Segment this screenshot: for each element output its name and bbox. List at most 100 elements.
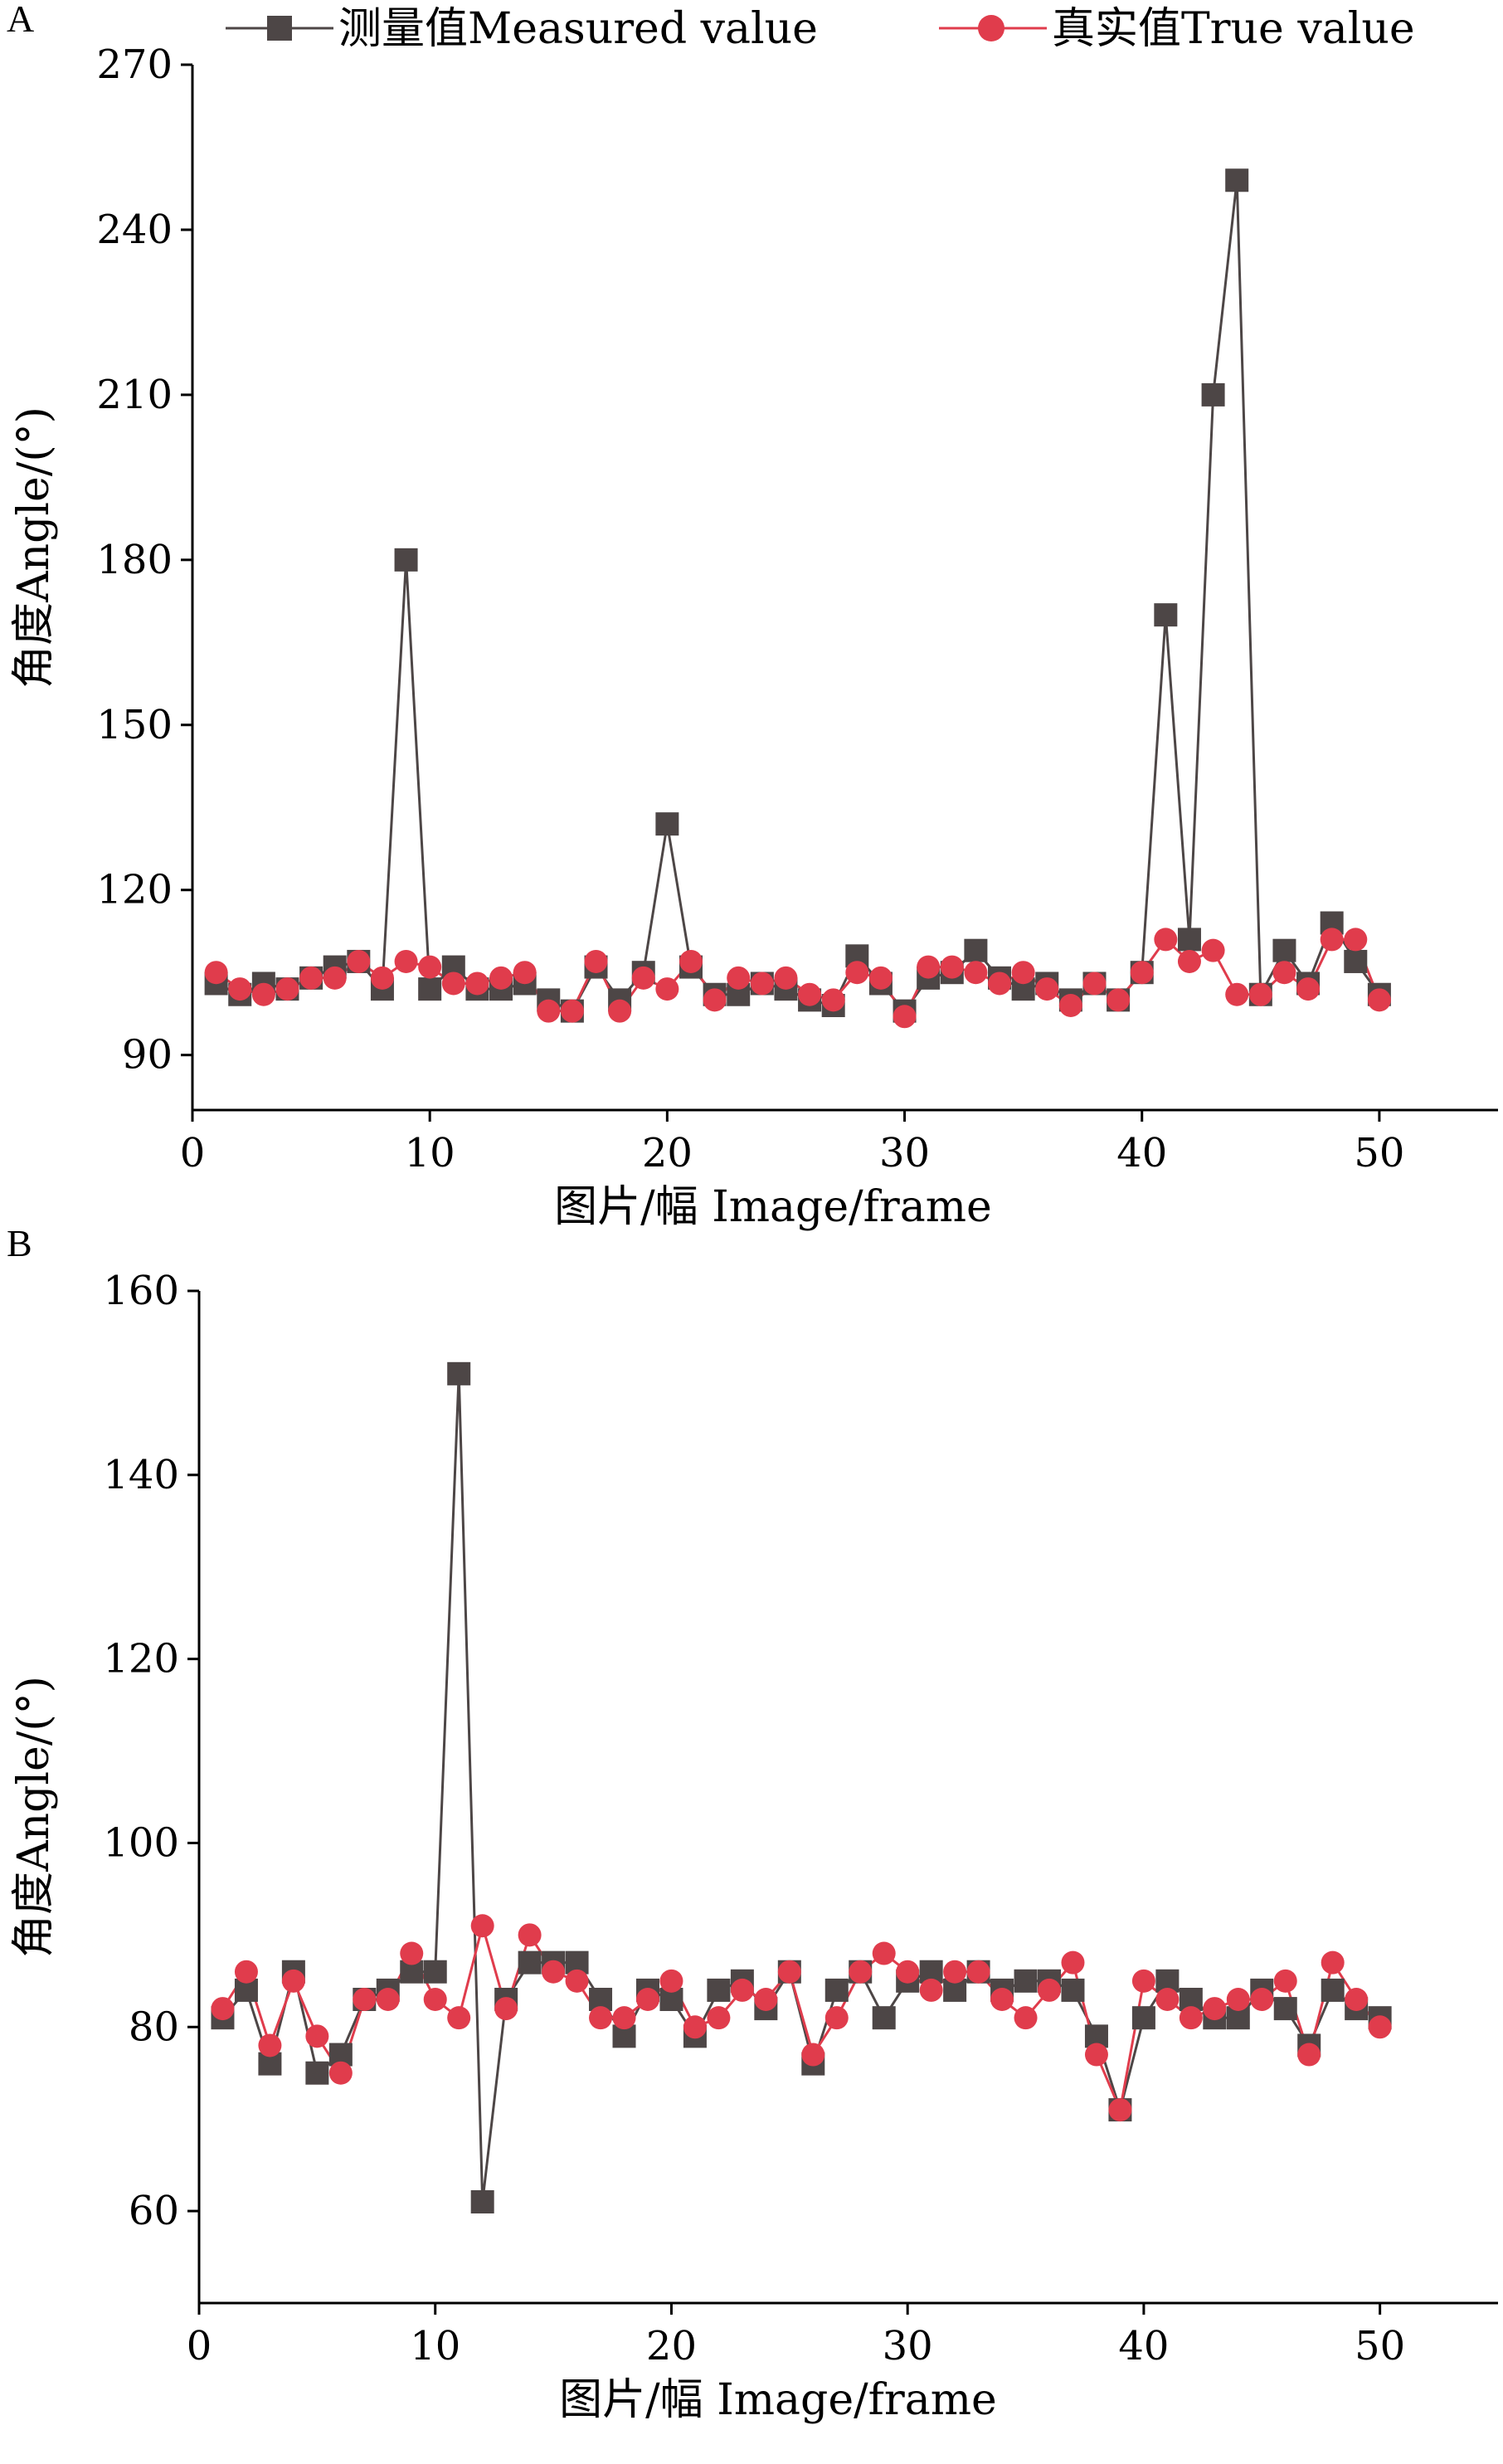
panel-a-label: A [7, 0, 34, 40]
point-true-b [1155, 1988, 1180, 2011]
point-true-a [584, 949, 608, 973]
x-tick-label-a: 10 [405, 1130, 455, 1176]
point-true-a [513, 961, 537, 985]
point-true-b [1084, 2043, 1108, 2067]
point-true-b [943, 1960, 967, 1984]
point-true-b [542, 1960, 566, 1984]
point-measured-b [707, 1978, 731, 2002]
point-measured-a [1154, 603, 1178, 627]
y-tick-label-a: 210 [96, 372, 173, 418]
y-tick-label-b: 60 [129, 2188, 179, 2234]
point-measured-a [964, 938, 988, 962]
y-tick-label-b: 80 [129, 2004, 179, 2050]
point-true-b [730, 1978, 754, 2002]
point-true-b [589, 2006, 613, 2030]
plot-area-b: 60 80 100 120 140 160 0 10 20 30 40 50 [103, 1268, 1498, 2369]
point-true-b [612, 2006, 636, 2030]
point-true-b [258, 2033, 282, 2057]
point-measured-a [655, 812, 679, 836]
series-line-measured-b [221, 1373, 1381, 2203]
point-true-b [1250, 1988, 1274, 2011]
point-true-b [423, 1988, 447, 2011]
point-true-a [727, 966, 751, 990]
point-true-a [1367, 988, 1391, 1012]
point-true-a [1011, 961, 1035, 985]
panel-b: B 60 80 100 120 140 160 0 10 20 30 40 50 图片/幅 Image… [7, 1222, 1498, 2425]
y-tick-label-a: 180 [96, 537, 173, 583]
x-tick-label-a: 0 [180, 1130, 206, 1176]
x-tick-label-b: 20 [646, 2323, 697, 2369]
x-tick-label-a: 30 [879, 1130, 930, 1176]
point-true-b [872, 1941, 896, 1965]
point-true-b [801, 2043, 825, 2067]
point-true-b [281, 1969, 305, 1993]
point-measured-b [872, 2006, 896, 2030]
series-line-measured-a [215, 180, 1381, 1014]
point-true-b [1014, 2006, 1038, 2030]
point-true-b [1179, 2006, 1203, 2030]
legend-measured-marker [267, 16, 292, 41]
point-measured-b [305, 2061, 329, 2085]
point-true-b [1061, 1950, 1085, 1975]
point-true-b [518, 1923, 542, 1947]
point-true-a [917, 955, 941, 979]
point-true-b [1368, 2015, 1392, 2039]
point-true-a [845, 961, 869, 985]
point-true-a [1320, 928, 1344, 952]
point-measured-a [1177, 928, 1201, 952]
point-true-a [750, 971, 774, 996]
point-true-a [489, 966, 513, 990]
x-axis-title-b: 图片/幅 Image/frame [559, 2375, 997, 2425]
point-true-a [1058, 994, 1082, 1017]
x-tick-label-b: 30 [883, 2323, 933, 2369]
point-true-b [896, 1960, 920, 1984]
point-true-a [964, 961, 988, 985]
point-true-b [1108, 2098, 1132, 2122]
point-measured-b [447, 1361, 471, 1385]
y-tick-label-a: 120 [96, 867, 173, 913]
point-true-a [1344, 928, 1368, 952]
point-true-a [1107, 988, 1131, 1012]
x-tick-label-b: 10 [410, 2323, 460, 2369]
point-true-b [966, 1960, 990, 1984]
point-true-b [707, 2006, 731, 2030]
point-true-b [990, 1988, 1014, 2011]
point-true-a [323, 966, 347, 990]
point-true-a [347, 949, 371, 973]
point-measured-a [418, 977, 442, 1001]
point-true-a [228, 977, 252, 1001]
point-measured-a [1344, 949, 1368, 973]
y-tick-label-a: 240 [96, 207, 173, 253]
point-true-a [370, 966, 394, 990]
point-true-a [631, 966, 655, 990]
point-true-a [1225, 982, 1249, 1006]
point-true-b [1131, 1969, 1155, 1993]
legend-true-label: 真实值True value [1052, 4, 1415, 54]
point-true-b [400, 1941, 424, 1965]
point-true-a [679, 949, 703, 973]
point-true-a [893, 1005, 917, 1029]
point-true-b [1203, 1997, 1227, 2021]
y-tick-label-b: 100 [103, 1819, 179, 1866]
legend-true-marker [978, 15, 1004, 41]
legend-measured-label: 测量值Measured value [338, 4, 818, 54]
point-measured-b [824, 1978, 849, 2002]
y-tick-label-a: 270 [96, 41, 173, 88]
point-true-a [1035, 977, 1059, 1001]
point-measured-b [1321, 1978, 1345, 2002]
point-true-b [777, 1960, 801, 1984]
point-true-b [470, 1914, 494, 1938]
point-true-a [441, 971, 465, 996]
point-true-a [1248, 982, 1272, 1006]
point-true-a [418, 955, 442, 979]
point-true-a [275, 977, 299, 1001]
point-true-b [683, 2015, 707, 2039]
point-true-b [1038, 1978, 1062, 2002]
x-axis-title-a: 图片/幅 Image/frame [554, 1182, 992, 1232]
point-true-a [703, 988, 727, 1012]
point-true-a [1082, 971, 1107, 996]
point-true-a [394, 949, 418, 973]
panel-a: A 测量值Measured value 真实值True value 90 120 1… [7, 0, 1498, 1232]
x-tick-label-a: 40 [1116, 1130, 1167, 1176]
